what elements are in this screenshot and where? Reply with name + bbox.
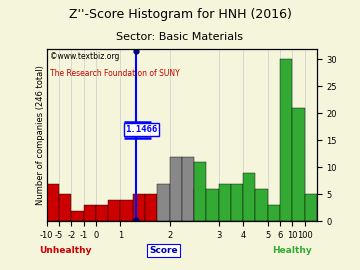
Text: ©www.textbiz.org: ©www.textbiz.org [50,52,119,61]
Bar [145,194,157,221]
Text: Sector: Basic Materials: Sector: Basic Materials [117,32,243,42]
Bar [305,194,317,221]
Text: Z''-Score Histogram for HNH (2016): Z''-Score Histogram for HNH (2016) [68,8,292,21]
Bar [157,184,170,221]
Bar [243,173,256,221]
Bar [292,108,305,221]
Bar [256,189,268,221]
Bar [133,194,145,221]
Bar [71,211,84,221]
Bar [280,59,292,221]
Bar [47,184,59,221]
Text: 1.1466: 1.1466 [125,125,158,134]
Text: The Research Foundation of SUNY: The Research Foundation of SUNY [50,69,179,78]
Bar [206,205,219,221]
Bar [231,184,243,221]
Text: Healthy: Healthy [273,246,312,255]
Text: Unhealthy: Unhealthy [39,246,91,255]
Bar [108,200,121,221]
Y-axis label: Number of companies (246 total): Number of companies (246 total) [36,65,45,205]
Bar [206,189,219,221]
Bar [219,184,231,221]
Bar [194,162,206,221]
Bar [84,205,96,221]
Bar [121,200,133,221]
Bar [182,157,194,221]
Bar [268,205,280,221]
Text: Score: Score [149,246,178,255]
Bar [96,205,108,221]
Bar [59,194,71,221]
Bar [194,189,206,221]
Bar [170,157,182,221]
